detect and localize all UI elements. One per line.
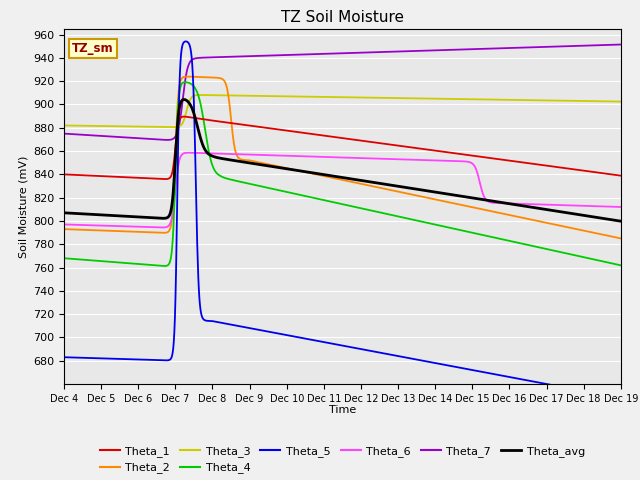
Theta_5 — [443, 362, 451, 368]
Theta_4 — [307, 194, 314, 200]
Line: Theta_6: Theta_6 — [64, 153, 621, 228]
Theta_2 — [306, 170, 314, 176]
Theta_4 — [60, 255, 68, 261]
Theta_4 — [495, 236, 503, 241]
Theta_4 — [287, 190, 294, 196]
Line: Theta_7: Theta_7 — [64, 45, 621, 140]
Theta_5 — [60, 354, 68, 360]
Theta_avg — [443, 191, 451, 197]
Theta_avg — [617, 218, 625, 224]
Title: TZ Soil Moisture: TZ Soil Moisture — [281, 10, 404, 25]
Theta_6 — [158, 225, 166, 230]
Theta_7 — [286, 52, 294, 58]
Theta_3 — [617, 99, 625, 105]
Theta_6 — [617, 204, 625, 210]
Theta_1 — [60, 171, 68, 177]
Theta_5 — [286, 333, 294, 338]
Theta_4 — [161, 263, 168, 269]
Theta_6 — [495, 200, 503, 206]
Theta_4 — [506, 238, 513, 244]
Theta_4 — [444, 224, 451, 230]
Theta_1 — [495, 156, 503, 162]
Line: Theta_2: Theta_2 — [64, 77, 621, 239]
Theta_4 — [117, 260, 125, 265]
Theta_2 — [495, 210, 502, 216]
Theta_5 — [117, 356, 125, 362]
Theta_3 — [117, 123, 125, 129]
Theta_avg — [180, 96, 188, 102]
Line: Theta_4: Theta_4 — [64, 82, 621, 266]
Theta_5 — [617, 395, 625, 401]
Theta_3 — [196, 92, 204, 98]
Theta_4 — [181, 79, 189, 85]
Theta_avg — [286, 167, 294, 172]
Theta_7 — [60, 131, 68, 136]
Line: Theta_5: Theta_5 — [64, 41, 621, 398]
Theta_2 — [183, 74, 191, 80]
Theta_5 — [306, 336, 314, 342]
Theta_1 — [180, 114, 188, 120]
Line: Theta_1: Theta_1 — [64, 117, 621, 179]
Theta_3 — [506, 97, 513, 103]
Theta_5 — [182, 38, 189, 44]
Theta_1 — [617, 173, 625, 179]
Theta_7 — [163, 137, 171, 143]
Line: Theta_3: Theta_3 — [64, 95, 621, 127]
Theta_6 — [117, 223, 125, 229]
Theta_5 — [495, 372, 502, 378]
Theta_7 — [443, 47, 451, 53]
Theta_avg — [117, 213, 125, 219]
Theta_1 — [506, 158, 513, 164]
Theta_6 — [444, 158, 451, 164]
Theta_6 — [287, 153, 294, 159]
Theta_1 — [444, 149, 451, 155]
Theta_1 — [161, 176, 169, 182]
X-axis label: Time: Time — [329, 405, 356, 415]
Theta_2 — [286, 166, 294, 172]
Theta_avg — [505, 201, 513, 206]
Theta_3 — [287, 94, 294, 99]
Theta_6 — [506, 201, 513, 206]
Theta_avg — [495, 199, 502, 205]
Theta_3 — [495, 97, 503, 103]
Theta_7 — [117, 134, 125, 140]
Theta_2 — [117, 228, 125, 234]
Theta_3 — [307, 94, 314, 99]
Theta_1 — [287, 128, 294, 134]
Theta_3 — [168, 124, 176, 130]
Theta_2 — [617, 236, 625, 241]
Theta_avg — [60, 210, 68, 216]
Theta_6 — [60, 222, 68, 228]
Legend: Theta_1, Theta_2, Theta_3, Theta_4, Theta_5, Theta_6, Theta_7, Theta_avg: Theta_1, Theta_2, Theta_3, Theta_4, Thet… — [95, 442, 589, 478]
Line: Theta_avg: Theta_avg — [64, 99, 621, 221]
Theta_2 — [505, 212, 513, 218]
Y-axis label: Soil Moisture (mV): Soil Moisture (mV) — [19, 155, 29, 258]
Theta_6 — [307, 154, 314, 159]
Text: TZ_sm: TZ_sm — [72, 42, 114, 55]
Theta_3 — [60, 122, 68, 128]
Theta_avg — [306, 169, 314, 175]
Theta_7 — [505, 45, 513, 51]
Theta_7 — [306, 51, 314, 57]
Theta_4 — [617, 263, 625, 268]
Theta_5 — [505, 374, 513, 380]
Theta_7 — [495, 46, 502, 51]
Theta_6 — [185, 150, 193, 156]
Theta_1 — [307, 131, 314, 137]
Theta_2 — [60, 226, 68, 232]
Theta_3 — [444, 96, 451, 102]
Theta_7 — [617, 42, 625, 48]
Theta_2 — [443, 199, 451, 205]
Theta_1 — [117, 174, 125, 180]
